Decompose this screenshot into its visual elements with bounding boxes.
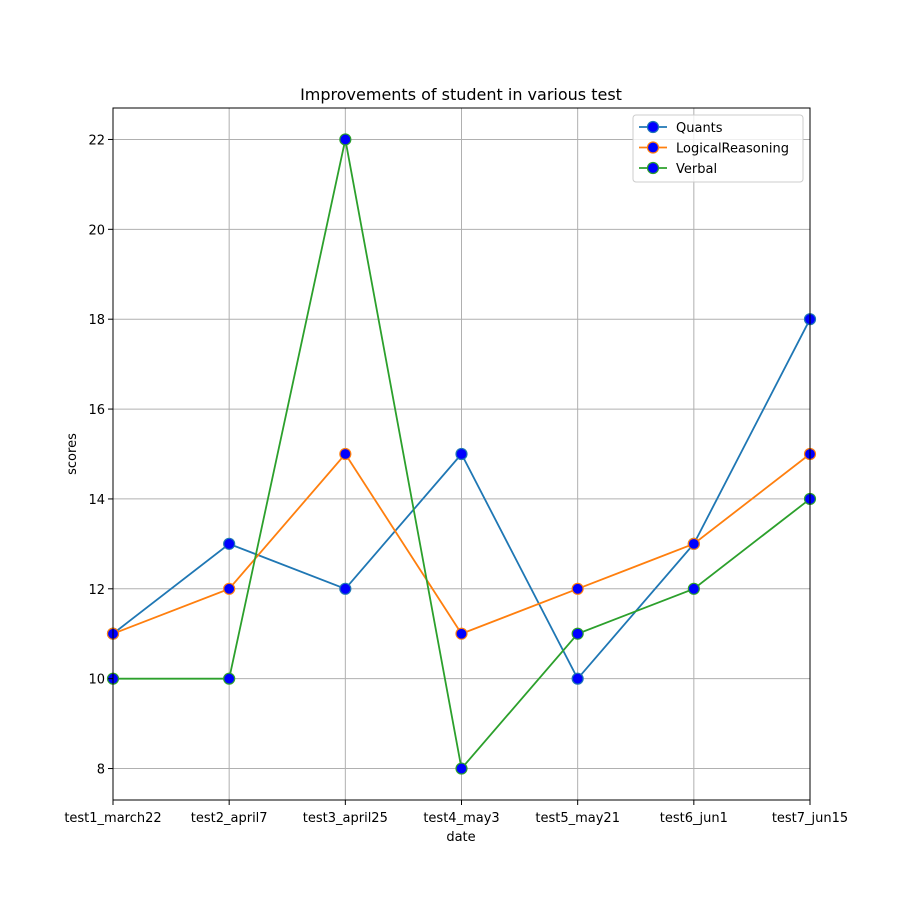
data-point-logicalreasoning	[223, 582, 236, 595]
data-point-quants	[223, 537, 236, 550]
legend-label: LogicalReasoning	[676, 142, 789, 157]
data-point-verbal	[571, 627, 584, 640]
data-point-quants	[571, 672, 584, 685]
data-point-quants	[339, 582, 352, 595]
data-point-logicalreasoning	[571, 582, 584, 595]
grid	[112, 108, 811, 800]
data-point-quants	[455, 447, 468, 461]
data-point-verbal	[223, 672, 236, 685]
y-tick-label: 18	[88, 313, 105, 328]
y-tick-label: 12	[88, 583, 105, 598]
data-point-logicalreasoning	[687, 537, 700, 550]
x-tick-label: test2_april7	[191, 811, 268, 826]
data-point-verbal	[687, 582, 700, 595]
y-tick-label: 20	[88, 223, 105, 238]
y-tick-label: 16	[88, 403, 105, 418]
legend-label: Verbal	[676, 162, 717, 177]
chart-title: Improvements of student in various test	[300, 85, 622, 104]
legend-marker	[646, 141, 660, 154]
legend-label: Quants	[676, 121, 723, 136]
x-tick-label: test6_jun1	[660, 811, 728, 826]
legend-marker	[646, 120, 660, 134]
legend-marker	[646, 161, 660, 175]
data-point-verbal	[455, 762, 468, 775]
y-axis: 8 10 12 14 16 18 20 22	[88, 133, 113, 778]
x-tick-label: test1_march22	[64, 811, 161, 826]
data-point-logicalreasoning	[339, 447, 352, 461]
data-point-logicalreasoning	[455, 627, 468, 640]
legend: Quants LogicalReasoning Verbal	[632, 114, 804, 183]
y-tick-label: 14	[88, 493, 105, 508]
x-axis: test1_march22 test2_april7 test3_april25 te…	[64, 800, 848, 826]
y-tick-label: 10	[88, 673, 105, 688]
y-tick-label: 22	[88, 133, 105, 148]
x-tick-label: test4_may3	[423, 811, 499, 826]
x-tick-label: test5_may21	[535, 811, 620, 826]
x-tick-label: test7_jun15	[772, 811, 848, 826]
x-axis-label: date	[446, 830, 475, 845]
y-tick-label: 8	[97, 763, 105, 778]
x-tick-label: test3_april25	[303, 811, 388, 826]
y-axis-label: scores	[65, 433, 80, 475]
data-point-verbal	[339, 133, 352, 146]
legend-box	[632, 114, 804, 183]
